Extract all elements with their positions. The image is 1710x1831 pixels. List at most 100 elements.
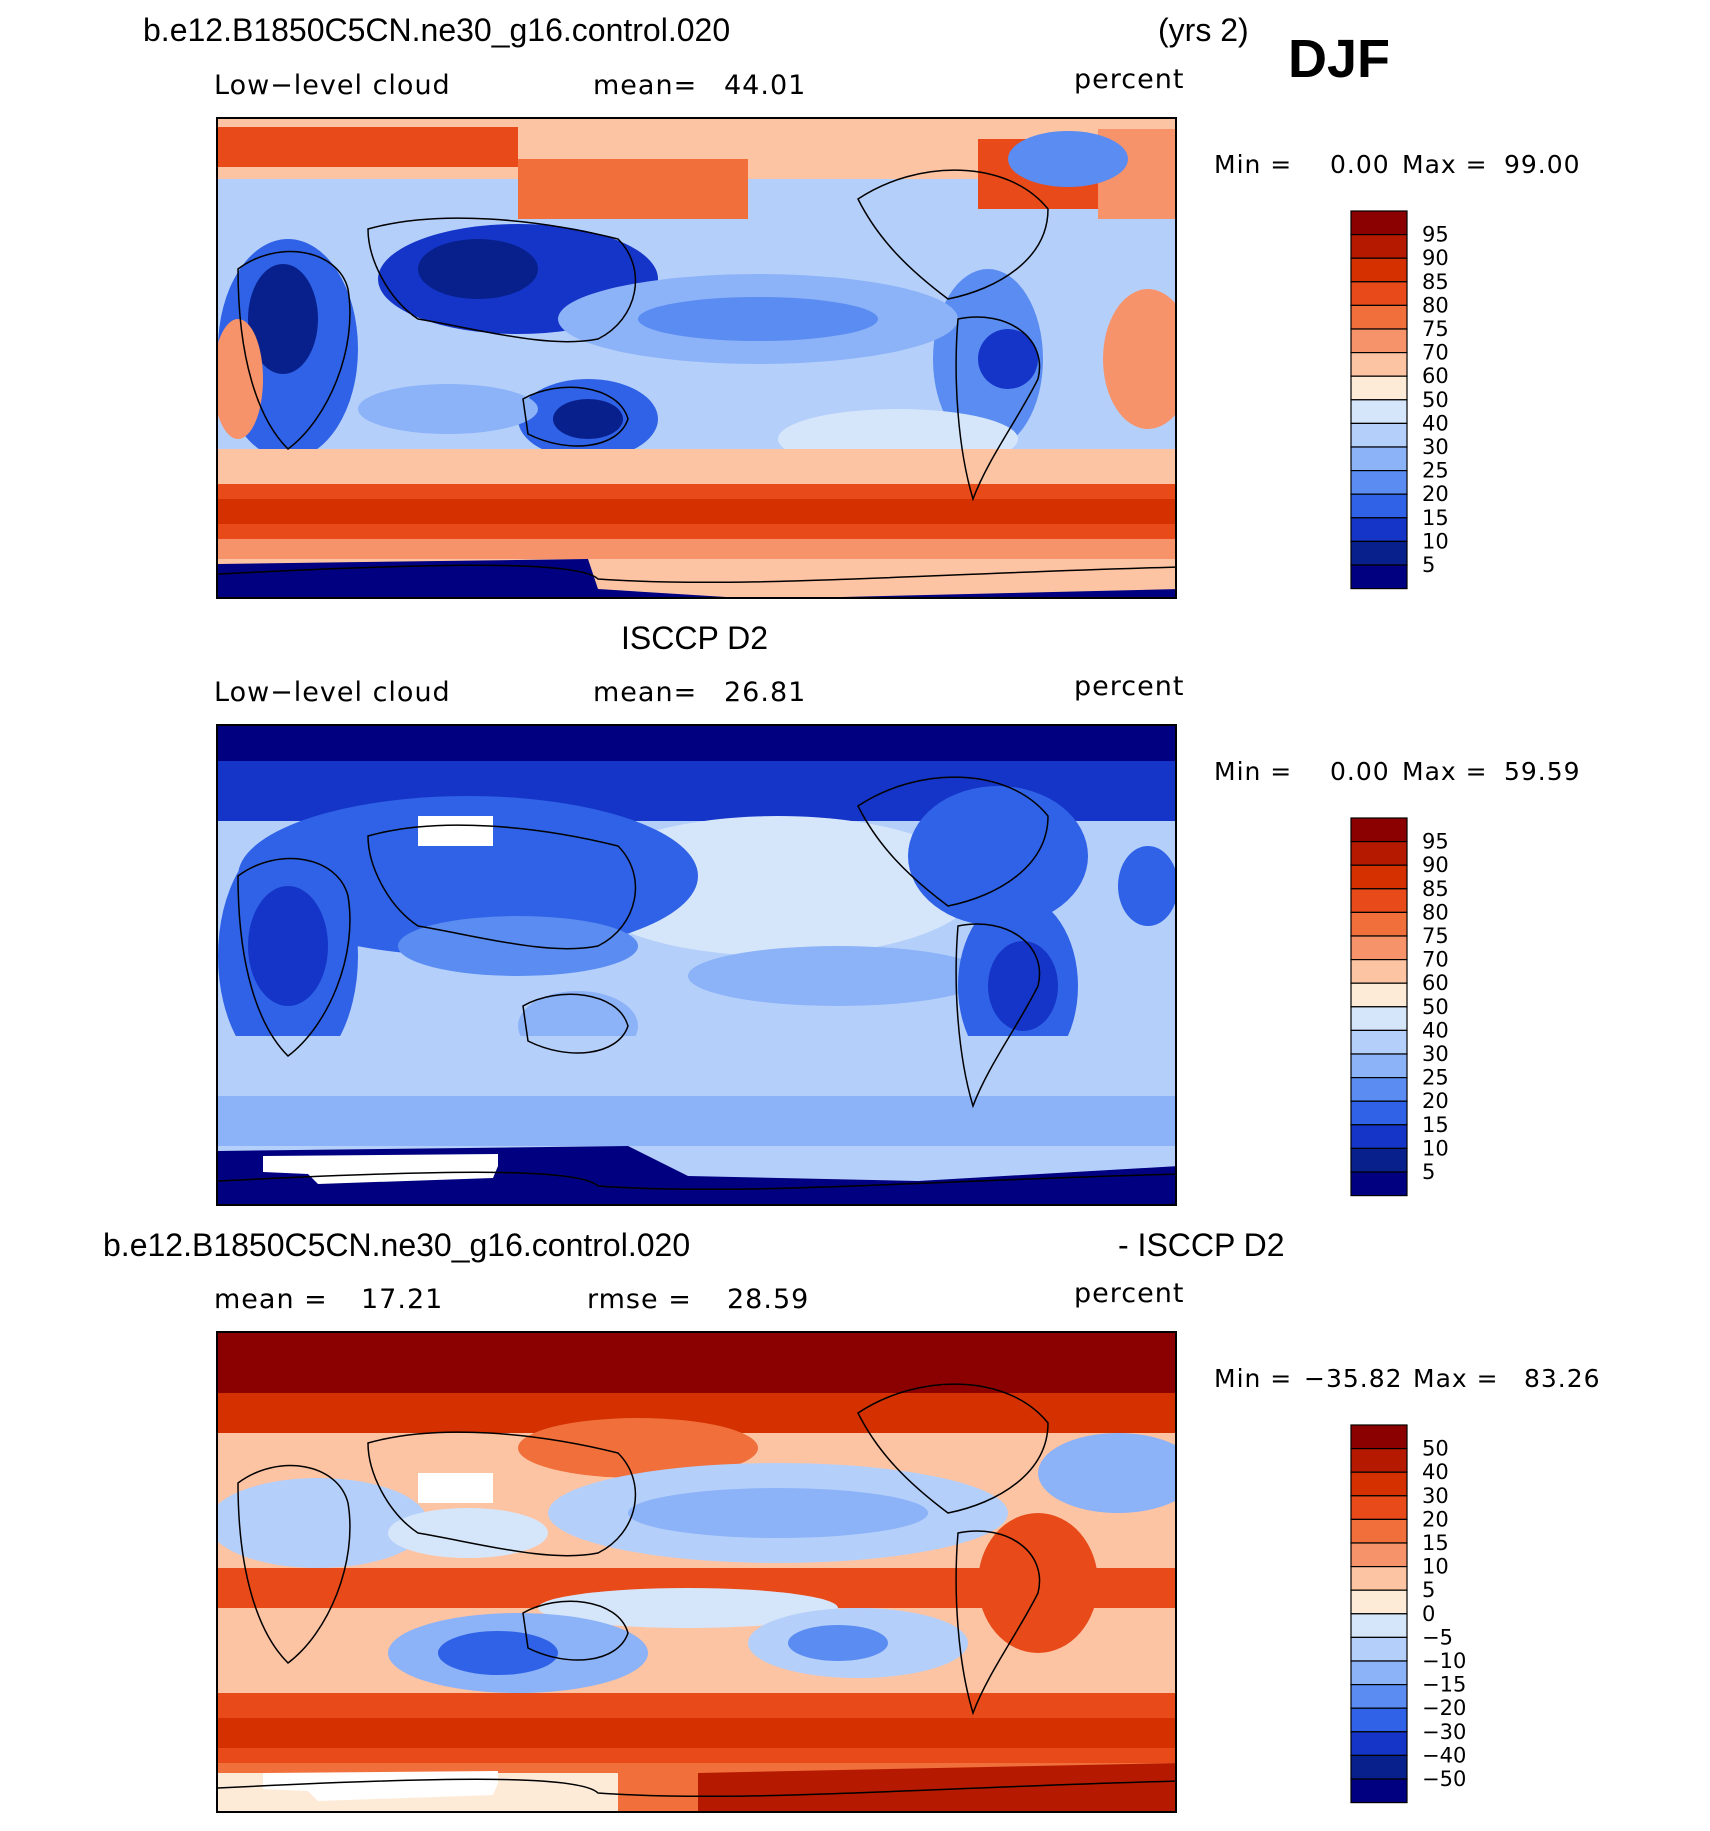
map-region <box>438 1631 558 1675</box>
colorbar-swatch <box>1350 935 1408 961</box>
colorbar-tick-label: 50 <box>1422 1437 1449 1461</box>
colorbar-tick-label: −30 <box>1422 1720 1466 1744</box>
coastline <box>237 1464 351 1664</box>
colorbar-tick-label: 40 <box>1422 1018 1449 1042</box>
coastline <box>522 386 629 447</box>
panel3-max-label: Max = <box>1413 1364 1499 1393</box>
colorbar-swatch <box>1350 1636 1408 1662</box>
map-region <box>218 127 518 167</box>
colorbar-tick-label: 60 <box>1422 971 1449 995</box>
colorbar-swatch <box>1350 1589 1408 1615</box>
panel1-map-field <box>218 119 1175 597</box>
map-region <box>698 1763 1175 1811</box>
panel3-min-label: Min = <box>1214 1364 1293 1393</box>
panel3-mean-value: 17.21 <box>361 1284 444 1315</box>
map-region <box>218 449 1175 484</box>
map-region <box>1008 131 1128 187</box>
colorbar-tick-label: 5 <box>1422 1160 1435 1184</box>
colorbar-swatch <box>1350 1029 1408 1055</box>
map-region <box>218 499 1175 524</box>
map-region <box>978 329 1038 389</box>
colorbar-tick-label: 5 <box>1422 1578 1435 1602</box>
colorbar-tick-label: 20 <box>1422 1089 1449 1113</box>
panel3-rmse-label: rmse = <box>587 1284 692 1315</box>
panel2-max-value: 59.59 <box>1504 757 1581 786</box>
colorbar-swatch <box>1350 1542 1408 1568</box>
colorbar-tick-label: −15 <box>1422 1673 1466 1697</box>
colorbar-swatch <box>1350 1053 1408 1079</box>
map-region <box>518 1418 758 1478</box>
colorbar-swatch <box>1350 1518 1408 1544</box>
colorbar-tick-label: 15 <box>1422 506 1449 530</box>
colorbar-swatch <box>1350 446 1408 472</box>
colorbar-swatch <box>1350 1171 1408 1197</box>
panel1-max-value: 99.00 <box>1504 150 1581 179</box>
coastline <box>218 564 1175 584</box>
map-region <box>218 319 263 439</box>
map-region <box>218 1036 1175 1096</box>
map-region <box>788 1625 888 1661</box>
map-region <box>218 1718 1175 1748</box>
panel2-units: percent <box>1074 671 1185 702</box>
map-region <box>1103 289 1175 429</box>
colorbar-tick-label: 10 <box>1422 1136 1449 1160</box>
colorbar-swatch <box>1350 1707 1408 1733</box>
colorbar-tick-label: 90 <box>1422 853 1449 877</box>
missing-data <box>418 816 493 846</box>
coastline <box>857 1383 1049 1514</box>
panel2-min-value: 0.00 <box>1330 757 1390 786</box>
colorbar-swatch <box>1350 864 1408 890</box>
colorbar-tick-label: 90 <box>1422 246 1449 270</box>
map-region <box>398 916 638 976</box>
colorbar-swatch <box>1350 1124 1408 1149</box>
colorbar-swatch <box>1350 1566 1408 1591</box>
coastline <box>955 316 1041 502</box>
map-region <box>218 539 1175 559</box>
coastline <box>857 169 1049 300</box>
colorbar-swatch <box>1350 1495 1408 1521</box>
coastline <box>857 776 1049 907</box>
colorbar-tick-label: 70 <box>1422 341 1449 365</box>
colorbar-tick-label: 60 <box>1422 364 1449 388</box>
colorbar-tick-label: −20 <box>1422 1696 1466 1720</box>
colorbar-tick-label: 85 <box>1422 877 1449 901</box>
colorbar-swatch <box>1350 352 1408 377</box>
panel2-colorbar: 95 90 85 80 75 70 60 50 40 30 25 20 15 10 5 <box>1350 817 1490 1206</box>
colorbar-tick-label: 5 <box>1422 553 1435 577</box>
panel3-min-value: −35.82 <box>1304 1364 1403 1393</box>
colorbar-tick-label: 80 <box>1422 900 1449 924</box>
map-region <box>988 941 1058 1031</box>
colorbar-tick-label: 85 <box>1422 270 1449 294</box>
colorbar-tick-label: 20 <box>1422 1507 1449 1531</box>
colorbar-tick-label: 40 <box>1422 1460 1449 1484</box>
colorbar-tick-label: 10 <box>1422 1555 1449 1579</box>
panel3-colorbar: 50 40 30 20 15 10 5 0 −5 −10 −15 −20 −30 −40 −50 <box>1350 1424 1490 1813</box>
colorbar-swatch <box>1350 1147 1408 1173</box>
colorbar-tick-label: 95 <box>1422 223 1449 247</box>
colorbar-swatch <box>1350 234 1408 259</box>
colorbar-tick-label: 15 <box>1422 1531 1449 1555</box>
panel1-years: (yrs 2) <box>1158 12 1249 48</box>
colorbar-swatch <box>1350 1471 1408 1497</box>
colorbar-swatch <box>1350 1424 1408 1450</box>
map-region <box>218 1478 428 1568</box>
map-region <box>638 297 878 341</box>
colorbar-tick-label: 80 <box>1422 293 1449 317</box>
colorbar-swatch <box>1350 304 1408 330</box>
colorbar-swatch <box>1350 328 1408 354</box>
colorbar-tick-label: 95 <box>1422 830 1449 854</box>
colorbar-tick-label: 30 <box>1422 435 1449 459</box>
map-region <box>553 399 623 439</box>
colorbar-swatch <box>1350 1778 1408 1804</box>
panel3-map <box>216 1331 1177 1813</box>
colorbar-swatch <box>1350 888 1408 914</box>
colorbar-tick-label: 10 <box>1422 529 1449 553</box>
panel1-colorbar: 95 90 85 80 75 70 60 50 40 30 25 20 15 10 5 <box>1350 210 1490 599</box>
colorbar-tick-label: 15 <box>1422 1113 1449 1137</box>
coastline <box>955 923 1041 1109</box>
coastline <box>367 824 637 950</box>
panel2-map <box>216 724 1177 1206</box>
panel3-max-value: 83.26 <box>1524 1364 1601 1393</box>
map-region <box>688 946 988 1006</box>
